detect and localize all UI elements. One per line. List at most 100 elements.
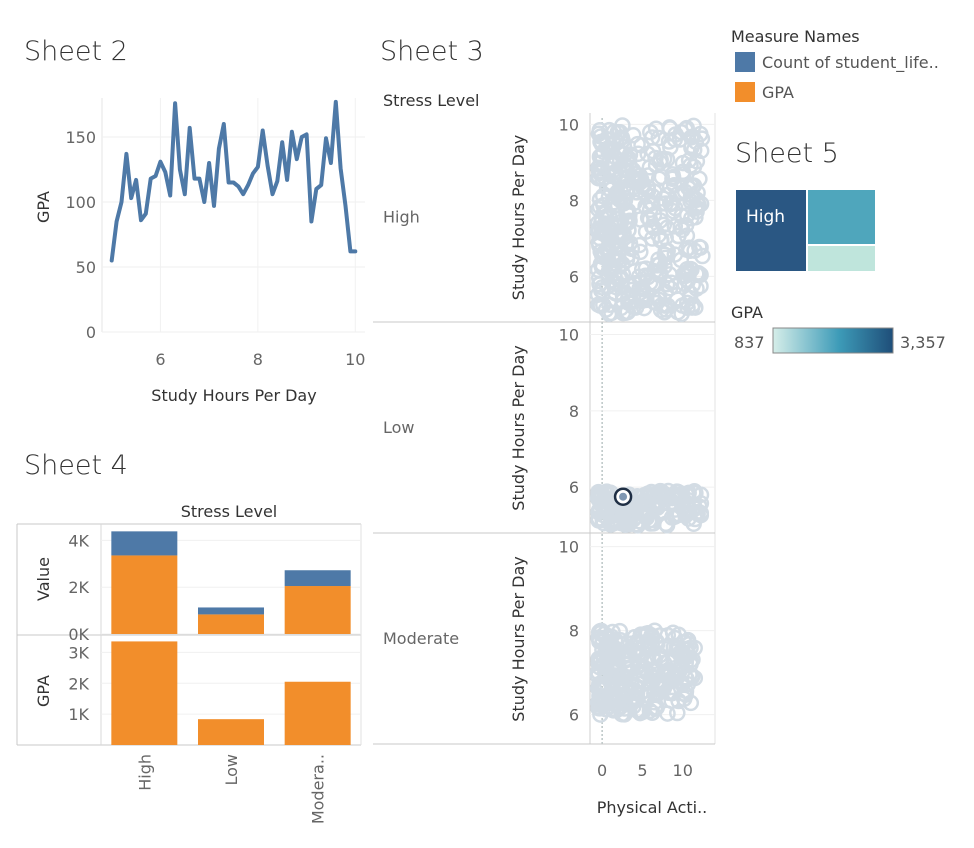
sheet4-y-axis-title: Value (34, 557, 53, 601)
treemap-cell-moderate[interactable] (808, 190, 875, 244)
sheet2-x-axis-title: Study Hours Per Day (151, 386, 316, 405)
sheet3-scatter-chart[interactable]: High Study Hours Per Day 6 8 10 Low Study Hour… (373, 113, 716, 780)
scatter-point (651, 266, 668, 284)
sheet3-y-tick: 6 (569, 267, 579, 286)
scatter-point (599, 244, 617, 262)
scatter-point (651, 255, 669, 273)
gpa-legend-min: 837 (734, 333, 765, 352)
scatter-point (692, 142, 710, 160)
scatter-point (652, 151, 669, 168)
bar-segment (111, 641, 178, 745)
measure-names-legend-title: Measure Names (731, 27, 860, 46)
scatter-point (683, 668, 701, 686)
scatter-point (589, 223, 607, 241)
bar-segment (111, 531, 178, 556)
scatter-point (604, 514, 621, 532)
sheet2-line-chart[interactable]: 0 50 100 150 6 8 10 (65, 98, 365, 369)
sheet3-y-tick: 6 (569, 706, 579, 725)
scatter-point (680, 265, 697, 283)
treemap-cell-high[interactable] (736, 190, 806, 271)
sheet2-x-tick: 10 (345, 350, 365, 369)
scatter-point (605, 198, 622, 215)
treemap-cell-low[interactable] (808, 246, 875, 271)
sheet3-y-tick: 10 (559, 115, 579, 134)
scatter-point (607, 163, 624, 181)
sheet2-y-axis-title: GPA (34, 191, 53, 223)
sheet3-y-axis-title: Study Hours Per Day (509, 135, 528, 300)
sheet3-y-tick: 8 (569, 402, 579, 421)
scatter-point (633, 261, 651, 278)
sheet2-y-tick: 100 (65, 193, 96, 212)
scatter-point (627, 678, 644, 696)
sheet4-bar-chart[interactable]: Value 0K 2K 4K GPA 1K 2K 3K High Low Modera.. (16, 523, 362, 824)
scatter-point (630, 633, 648, 651)
scatter-point (680, 152, 698, 169)
scatter-point (589, 680, 607, 697)
scatter-point (667, 668, 684, 685)
sheet3-row-header: Stress Level (383, 91, 480, 110)
sheet2-x-tick: 8 (253, 350, 263, 369)
bar-segment (284, 586, 351, 634)
sheet4-y-tick: 4K (68, 531, 89, 550)
sheet4-column-header: Stress Level (181, 502, 278, 521)
bar-segment (198, 719, 264, 745)
bar-segment (198, 607, 264, 615)
scatter-point (682, 639, 699, 656)
scatter-point (683, 210, 700, 227)
scatter-point (611, 144, 629, 162)
bar-segment (284, 570, 351, 587)
scatter-point (687, 484, 704, 502)
scatter-point (690, 264, 707, 282)
scatter-point (642, 194, 659, 211)
sheet3-y-tick: 6 (569, 478, 579, 497)
scatter-point (685, 117, 702, 135)
scatter-point (670, 227, 687, 245)
scatter-point (639, 182, 657, 199)
scatter-point (690, 197, 707, 214)
sheet3-y-tick: 10 (559, 538, 579, 557)
scatter-point (635, 492, 653, 510)
scatter-point (652, 487, 670, 505)
scatter-point (607, 667, 624, 684)
scatter-point (667, 126, 684, 143)
legend-item-gpa[interactable]: GPA (762, 83, 794, 102)
sheet2-y-tick: 50 (76, 258, 96, 277)
legend-swatch-gpa (735, 82, 755, 102)
legend-item-count[interactable]: Count of student_life.. (762, 53, 939, 73)
sheet2-y-tick: 150 (65, 128, 96, 147)
sheet3-y-tick: 10 (559, 325, 579, 344)
scatter-point (646, 685, 663, 702)
sheet3-x-tick: 0 (597, 761, 607, 780)
sheet3-x-axis-title: Physical Acti.. (597, 798, 708, 817)
scatter-point (677, 507, 694, 524)
sheet3-panel-label: Low (383, 418, 415, 437)
scatter-point (692, 239, 709, 256)
scatter-point (673, 499, 691, 517)
sheet4-y-tick: 2K (68, 578, 89, 597)
legend-swatch-count (735, 52, 755, 72)
scatter-point (607, 661, 624, 679)
scatter-point (602, 215, 620, 232)
bar-segment (198, 614, 264, 634)
scatter-point (611, 622, 629, 640)
scatter-point (674, 297, 691, 314)
scatter-point (631, 702, 648, 720)
sheet2-title: Sheet 2 (24, 36, 128, 67)
scatter-point (600, 253, 617, 270)
sheet4-x-tick: High (135, 754, 154, 791)
scatter-point (613, 683, 630, 701)
scatter-point (590, 486, 607, 504)
scatter-point (589, 214, 607, 232)
scatter-point (650, 226, 667, 244)
scatter-point (592, 297, 609, 314)
sheet4-y-tick: 0K (68, 625, 89, 644)
scatter-point (591, 276, 609, 293)
scatter-point (614, 117, 631, 134)
sheet2-series-line (109, 99, 358, 263)
scatter-point (611, 270, 628, 288)
bar-segment (111, 555, 178, 634)
gpa-legend-title: GPA (731, 303, 763, 322)
sheet5-title: Sheet 5 (735, 138, 839, 169)
scatter-point (644, 668, 662, 685)
sheet3-y-axis-title: Study Hours Per Day (509, 345, 528, 510)
